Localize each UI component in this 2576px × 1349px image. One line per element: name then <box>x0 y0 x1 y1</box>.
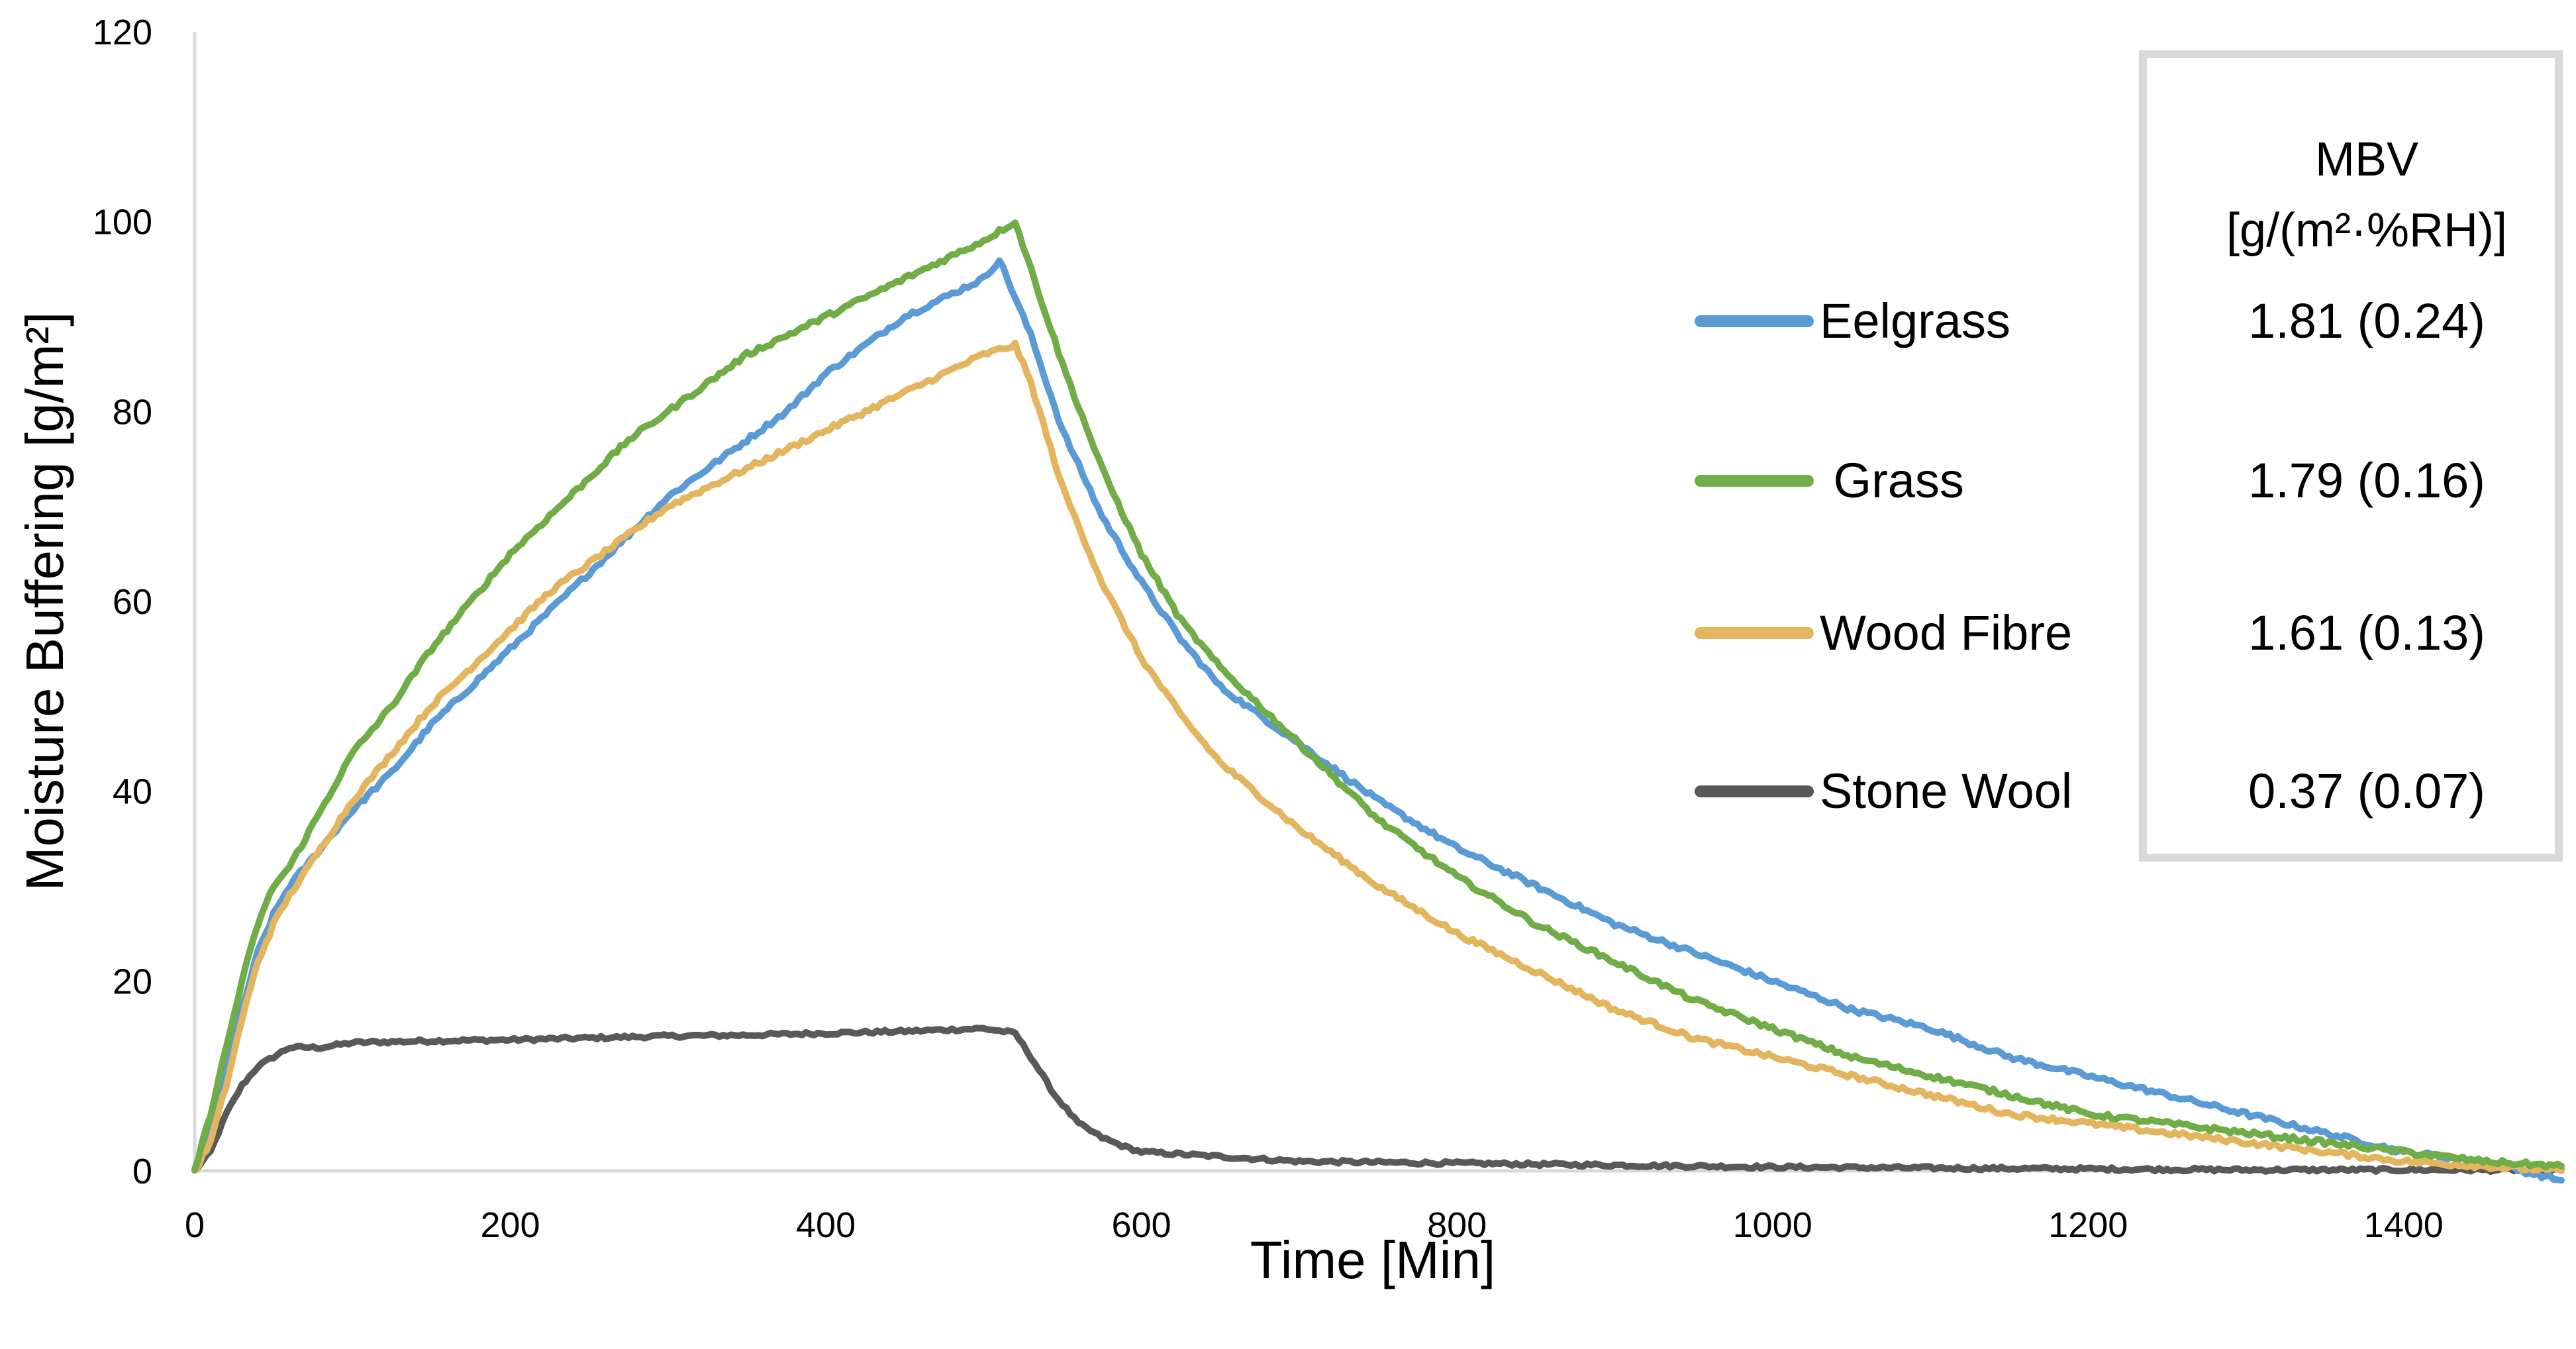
mbv-header-unit: [g/(m²·%RH)] <box>2226 204 2507 257</box>
series-line-stone-wool <box>191 1024 2565 1175</box>
y-tick-label: 60 <box>113 582 152 622</box>
mbv-box <box>2139 50 2563 862</box>
x-axis-title: Time [Min] <box>1250 1230 1495 1289</box>
legend-rows: Eelgrass 1.81 (0.24) Grass 1.79 (0.16) Wood… <box>1695 293 2485 819</box>
y-tick-label: 0 <box>132 1152 152 1191</box>
legend-label-wood-fibre: Wood Fibre <box>1820 605 2072 660</box>
x-tick-label: 1400 <box>2364 1205 2444 1245</box>
series-lines <box>191 219 2565 1184</box>
legend-label-eelgrass: Eelgrass <box>1820 293 2010 348</box>
x-tick-labels: 0 200 400 600 800 1000 1200 1400 <box>185 1205 2444 1245</box>
x-tick-label: 1000 <box>1733 1205 1812 1245</box>
series-line-wood-fibre <box>191 340 2565 1174</box>
series-line-eelgrass <box>191 257 2565 1184</box>
x-tick-label: 400 <box>796 1205 856 1245</box>
y-tick-label: 120 <box>93 13 152 52</box>
mbv-value-wood-fibre: 1.61 (0.13) <box>2248 605 2485 660</box>
x-tick-label: 200 <box>480 1205 540 1245</box>
y-tick-label: 100 <box>93 203 152 242</box>
y-tick-label: 40 <box>113 772 152 812</box>
mbv-header-title: MBV <box>2315 133 2418 186</box>
mbv-value-grass: 1.79 (0.16) <box>2248 453 2485 508</box>
y-tick-labels: 0 20 40 60 80 100 120 <box>93 13 152 1191</box>
legend: MBV [g/(m²·%RH)] Eelgrass 1.81 (0.24) Gra… <box>1695 50 2563 862</box>
y-tick-label: 80 <box>113 392 152 432</box>
series-line-grass <box>191 219 2565 1174</box>
legend-label-stone-wool: Stone Wool <box>1820 764 2072 819</box>
x-tick-label: 800 <box>1427 1205 1487 1245</box>
legend-label-grass: Grass <box>1820 453 1964 508</box>
plot-axes <box>193 32 2561 1173</box>
mbv-value-stone-wool: 0.37 (0.07) <box>2248 764 2485 819</box>
y-tick-label: 20 <box>113 962 152 1001</box>
mbv-value-eelgrass: 1.81 (0.24) <box>2248 293 2485 348</box>
x-tick-label: 600 <box>1112 1205 1171 1245</box>
x-tick-label: 0 <box>185 1205 205 1245</box>
x-tick-label: 1200 <box>2048 1205 2128 1245</box>
y-axis-title: Moisture Buffering [g/m²] <box>15 312 74 891</box>
